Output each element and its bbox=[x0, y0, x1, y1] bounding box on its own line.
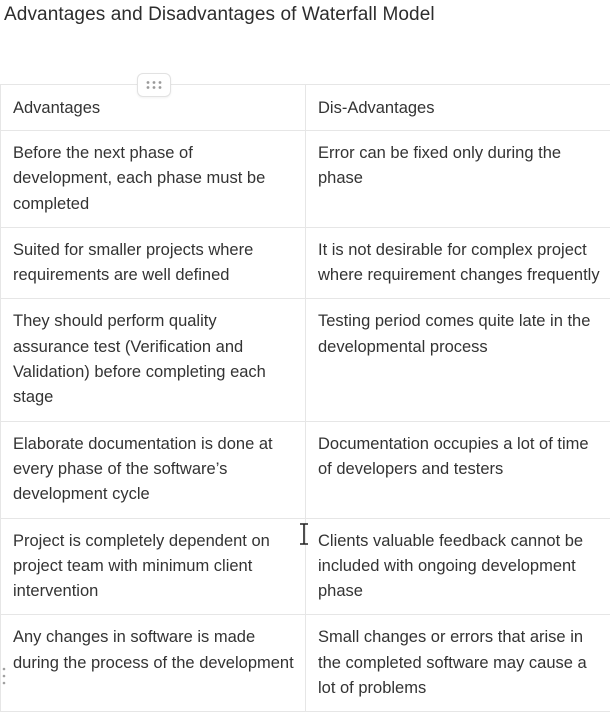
advantage-cell[interactable]: Suited for smaller projects where requir… bbox=[0, 226, 306, 300]
table-row: Before the next phase of development, ea… bbox=[0, 130, 610, 228]
drag-dots-icon bbox=[146, 81, 162, 89]
advantage-cell[interactable]: Any changes in software is made during t… bbox=[0, 614, 306, 713]
advantage-text: Before the next phase of development, ea… bbox=[13, 144, 266, 213]
advantage-text: Project is completely dependent on proje… bbox=[13, 531, 270, 601]
disadvantage-text: Clients valuable feedback cannot be incl… bbox=[318, 531, 584, 601]
drag-dots-vertical-icon bbox=[2, 667, 6, 685]
advantage-text: Suited for smaller projects where requir… bbox=[13, 240, 254, 285]
table-row: Project is completely dependent on proje… bbox=[0, 517, 610, 616]
disadvantage-cell[interactable]: Error can be fixed only during the phase bbox=[305, 130, 610, 228]
advantage-cell[interactable]: Project is completely dependent on proje… bbox=[0, 517, 306, 616]
table-row: Elaborate documentation is done at every… bbox=[0, 420, 610, 519]
disadvantage-text: Error can be fixed only during the phase bbox=[318, 144, 562, 188]
disadvantage-cell[interactable]: Clients valuable feedback cannot be incl… bbox=[305, 517, 610, 616]
disadvantage-text: Testing period comes quite late in the d… bbox=[318, 312, 591, 356]
advantage-text: Any changes in software is made during t… bbox=[13, 628, 294, 672]
advantage-cell[interactable]: Before the next phase of development, ea… bbox=[0, 130, 306, 228]
column-drag-handle[interactable] bbox=[137, 73, 171, 97]
disadvantage-cell[interactable]: Documentation occupies a lot of time of … bbox=[305, 420, 610, 519]
row-drag-handle[interactable] bbox=[1, 664, 7, 688]
disadvantage-text: Documentation occupies a lot of time of … bbox=[318, 434, 589, 478]
advantage-cell[interactable]: They should perform quality assurance te… bbox=[0, 298, 306, 422]
advantage-cell[interactable]: Elaborate documentation is done at every… bbox=[0, 420, 306, 519]
table-row: Any changes in software is made during t… bbox=[0, 614, 610, 713]
disadvantage-text: It is not desirable for complex project … bbox=[318, 240, 600, 285]
advantage-text: They should perform quality assurance te… bbox=[13, 312, 266, 407]
table-row: They should perform quality assurance te… bbox=[0, 298, 610, 422]
page-title: Advantages and Disadvantages of Waterfal… bbox=[4, 4, 435, 25]
disadvantage-cell[interactable]: Small changes or errors that arise in th… bbox=[305, 614, 610, 713]
advantage-text: Elaborate documentation is done at every… bbox=[13, 434, 273, 504]
header-disadvantages[interactable]: Dis-Advantages bbox=[305, 84, 610, 131]
table-header-row: Advantages Dis-Advantages bbox=[0, 84, 610, 131]
disadvantage-cell[interactable]: Testing period comes quite late in the d… bbox=[305, 298, 610, 422]
disadvantage-text: Small changes or errors that arise in th… bbox=[318, 628, 587, 698]
text-cursor-icon bbox=[300, 523, 308, 545]
table-row: Suited for smaller projects where requir… bbox=[0, 226, 610, 300]
comparison-table: Advantages Dis-Advantages Before the nex… bbox=[0, 84, 610, 713]
disadvantage-cell[interactable]: It is not desirable for complex project … bbox=[305, 226, 610, 300]
